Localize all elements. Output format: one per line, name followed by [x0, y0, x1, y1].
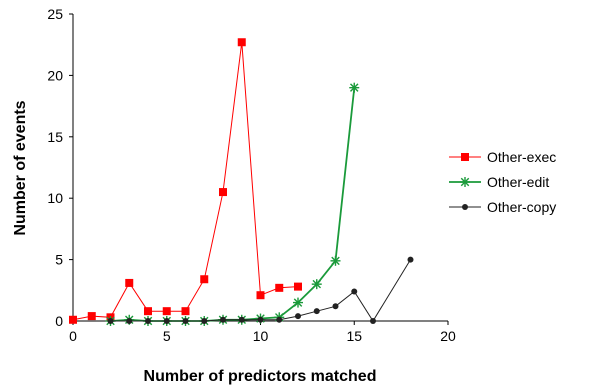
y-tick-label: 20 — [47, 67, 63, 83]
data-point-other-exec — [275, 283, 284, 292]
data-point-other-exec — [69, 315, 77, 324]
data-point-other-exec — [181, 307, 190, 316]
data-point-other-exec — [125, 278, 134, 287]
data-point-other-copy — [276, 316, 283, 323]
data-point-other-exec — [87, 312, 96, 321]
data-point-other-copy — [201, 318, 208, 324]
data-point-other-copy — [313, 308, 320, 315]
y-tick-label: 10 — [47, 190, 63, 206]
series-other-copy — [107, 256, 414, 324]
data-point-other-copy — [220, 316, 226, 323]
legend-marker-other-edit — [460, 177, 470, 187]
data-point-other-edit — [330, 255, 341, 266]
data-point-other-copy — [407, 256, 414, 263]
data-point-other-edit — [349, 82, 360, 93]
series-other-exec — [69, 38, 302, 324]
x-axis-title: Number of predictors matched — [144, 368, 377, 385]
series-line-other-copy — [110, 259, 411, 322]
data-point-other-exec — [294, 282, 302, 291]
data-point-other-copy — [332, 303, 339, 310]
data-point-other-copy — [238, 316, 245, 323]
data-point-other-copy — [163, 318, 170, 324]
data-point-other-exec — [162, 307, 171, 316]
data-point-other-exec — [256, 291, 265, 300]
y-axis-title: Number of events — [12, 100, 29, 235]
x-tick-label: 0 — [69, 328, 77, 344]
data-point-other-edit — [293, 297, 303, 308]
data-point-other-exec — [144, 307, 152, 316]
data-point-other-copy — [126, 318, 133, 324]
data-point-other-copy — [145, 318, 151, 324]
x-tick-label: 20 — [440, 328, 456, 344]
data-point-other-copy — [182, 318, 189, 324]
x-tick-label: 10 — [253, 328, 269, 344]
legend-marker-other-copy — [462, 204, 468, 210]
y-tick-label: 25 — [47, 6, 63, 22]
legend-item-other-copy: Other-copy — [449, 199, 556, 215]
x-tick-label: 15 — [346, 328, 362, 344]
data-point-other-exec — [237, 38, 246, 47]
y-tick-label: 5 — [55, 252, 63, 268]
legend-label: Other-copy — [487, 199, 556, 215]
axes — [72, 14, 448, 322]
y-tick-label: 15 — [47, 129, 63, 145]
legend-item-other-edit: Other-edit — [449, 174, 549, 190]
legend-item-other-exec: Other-exec — [449, 149, 556, 165]
ticks: 0 5 10 15 20 0 5 10 15 20 25 — [47, 6, 456, 344]
legend-label: Other-exec — [487, 149, 556, 165]
series-layer — [69, 38, 414, 326]
data-point-other-exec — [219, 188, 227, 197]
data-point-other-copy — [257, 316, 264, 323]
series-line-other-exec — [72, 42, 299, 321]
y-tick-label: 0 — [55, 313, 63, 329]
data-point-other-copy — [295, 313, 301, 320]
data-point-other-edit — [311, 279, 322, 290]
data-point-other-exec — [200, 275, 209, 284]
legend-marker-other-exec — [461, 153, 469, 161]
legend-label: Other-edit — [487, 174, 549, 190]
x-tick-label: 5 — [163, 328, 171, 344]
data-point-other-copy — [107, 318, 114, 324]
data-point-other-copy — [351, 288, 358, 295]
data-point-other-copy — [370, 318, 376, 324]
legend: Other-exec Other-edit Other-copy — [449, 149, 556, 215]
